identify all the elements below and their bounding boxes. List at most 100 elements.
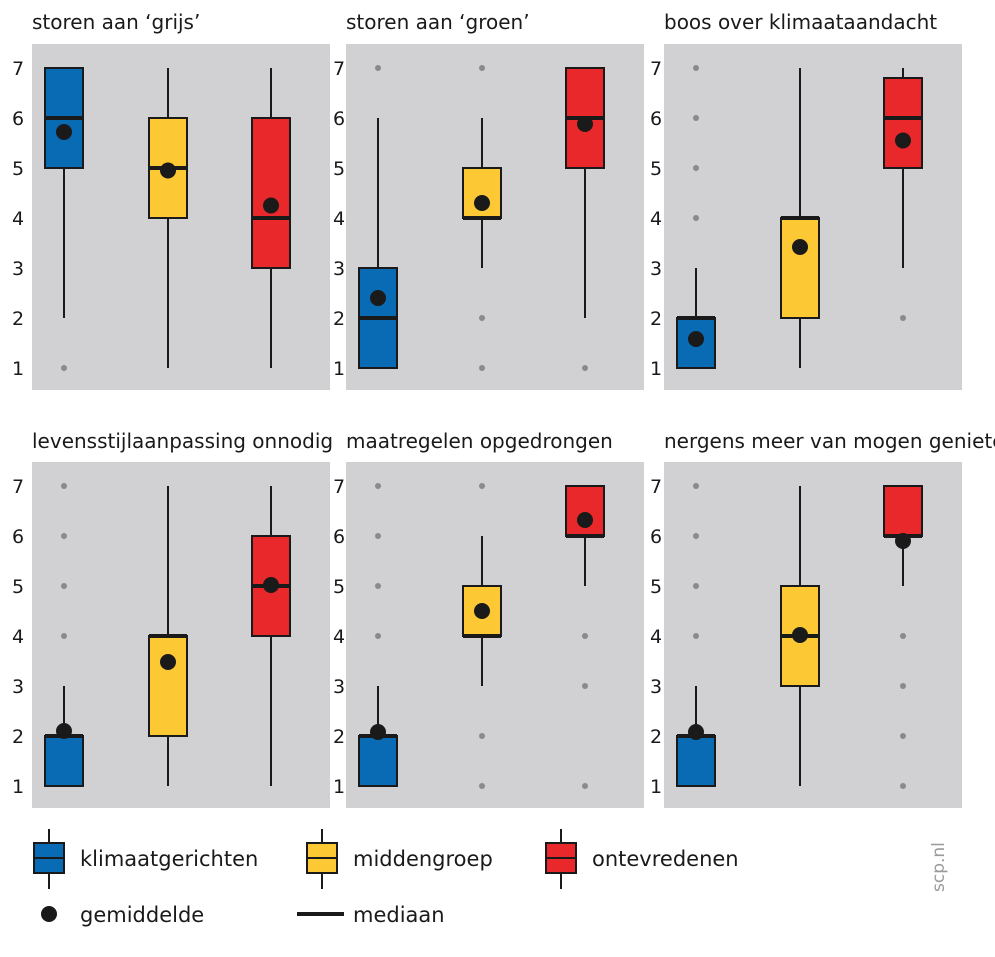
legend-label-mean: gemiddelde	[80, 903, 204, 927]
y-tick-label: 3	[12, 676, 24, 698]
outlier-point	[693, 633, 699, 639]
mean-dot	[263, 577, 279, 593]
legend-mean-dot	[41, 906, 57, 922]
mean-dot	[688, 724, 704, 740]
y-tick-label: 5	[12, 576, 24, 598]
y-tick-label: 6	[333, 526, 345, 548]
box-ontevredenen	[251, 68, 291, 368]
y-tick-label: 5	[12, 158, 24, 180]
y-tick-label: 2	[650, 726, 662, 748]
outlier-point	[375, 583, 381, 589]
legend-mean: gemiddelde	[41, 903, 204, 927]
iqr-box	[883, 77, 923, 169]
outlier-point	[693, 115, 699, 121]
y-tick-label: 7	[650, 476, 662, 498]
y-tick-label: 1	[650, 776, 662, 798]
y-tick-label: 4	[650, 626, 662, 648]
outlier-point	[582, 683, 588, 689]
y-tick-label: 2	[12, 726, 24, 748]
source-credit: scp.nl	[929, 842, 949, 892]
mean-dot	[474, 195, 490, 211]
box-ontevredenen	[565, 67, 605, 371]
iqr-box	[358, 735, 398, 787]
mean-dot	[370, 724, 386, 740]
box-klimaatgerichten	[44, 483, 84, 787]
outlier-point	[479, 783, 485, 789]
y-tick-label: 5	[333, 576, 345, 598]
mean-dot	[577, 512, 593, 528]
outlier-point	[375, 483, 381, 489]
y-tick-label: 3	[333, 676, 345, 698]
legend-middengroep: middengroep	[306, 829, 493, 889]
y-tick-label: 5	[650, 158, 662, 180]
mean-dot	[792, 239, 808, 255]
mean-dot	[895, 132, 911, 149]
y-tick-label: 1	[650, 358, 662, 380]
box-ontevredenen	[883, 68, 923, 321]
panel-title: maatregelen opgedrongen	[346, 429, 613, 453]
outlier-point	[61, 483, 67, 489]
outlier-point	[375, 533, 381, 539]
panel-4: levensstijlaanpassing onnodig 1 2 3 4 5 6 7	[12, 429, 333, 808]
outlier-point	[582, 365, 588, 371]
outlier-point	[61, 583, 67, 589]
outlier-point	[61, 633, 67, 639]
iqr-box	[676, 735, 716, 787]
box-middengroep	[780, 486, 820, 786]
box-ontevredenen	[251, 486, 291, 786]
y-tick-label: 3	[650, 676, 662, 698]
box-middengroep	[148, 68, 188, 368]
y-tick-label: 7	[12, 58, 24, 80]
legend-median: mediaan	[297, 903, 445, 927]
box-ontevredenen	[883, 485, 923, 789]
legend: klimaatgerichten middengroep ontevredene…	[33, 829, 739, 927]
mean-dot	[160, 654, 176, 670]
y-tick-label: 4	[333, 208, 345, 230]
mean-dot	[895, 533, 911, 549]
outlier-point	[693, 533, 699, 539]
outlier-point	[693, 165, 699, 171]
panel-2: storen aan ‘groen’ 1 2 3 4 5 6 7	[333, 10, 644, 390]
mean-dot	[474, 603, 490, 619]
mean-dot	[56, 124, 72, 140]
y-tick-label: 5	[333, 158, 345, 180]
mean-dot	[370, 290, 386, 306]
y-tick-label: 2	[333, 308, 345, 330]
outlier-point	[479, 733, 485, 739]
y-tick-label: 4	[12, 626, 24, 648]
box-middengroep	[148, 486, 188, 786]
iqr-box	[565, 485, 605, 537]
panel-5: maatregelen opgedrongen 1 2 3 4 5 6 7	[333, 429, 644, 808]
y-tick-label: 6	[650, 526, 662, 548]
iqr-box	[251, 117, 291, 269]
panel-title: storen aan ‘grijs’	[32, 10, 200, 34]
outlier-point	[479, 483, 485, 489]
panel-title: storen aan ‘groen’	[346, 10, 530, 34]
outlier-point	[61, 365, 67, 371]
iqr-box	[780, 217, 820, 319]
y-tick-label: 4	[12, 208, 24, 230]
outlier-point	[479, 315, 485, 321]
panel-title: nergens meer van mogen genieten	[664, 429, 995, 453]
outlier-point	[693, 65, 699, 71]
mean-dot	[577, 116, 593, 132]
y-tick-label: 2	[650, 308, 662, 330]
outlier-point	[375, 65, 381, 71]
box-middengroep	[780, 68, 820, 368]
box-klimaatgerichten	[44, 67, 84, 371]
legend-ontevredenen: ontevredenen	[545, 829, 739, 889]
y-tick-label: 7	[333, 476, 345, 498]
y-tick-label: 7	[650, 58, 662, 80]
outlier-point	[582, 783, 588, 789]
panel-title: boos over klimaataandacht	[664, 10, 937, 34]
legend-label-klimaatgerichten: klimaatgerichten	[80, 847, 258, 871]
mean-dot	[56, 723, 72, 739]
y-tick-label: 2	[12, 308, 24, 330]
outlier-point	[900, 783, 906, 789]
box-klimaatgerichten	[358, 483, 398, 787]
panel-6: nergens meer van mogen genieten 1 2 3 4 5 6 7	[650, 429, 995, 808]
y-tick-label: 3	[650, 258, 662, 280]
outlier-point	[900, 315, 906, 321]
y-tick-label: 4	[650, 208, 662, 230]
